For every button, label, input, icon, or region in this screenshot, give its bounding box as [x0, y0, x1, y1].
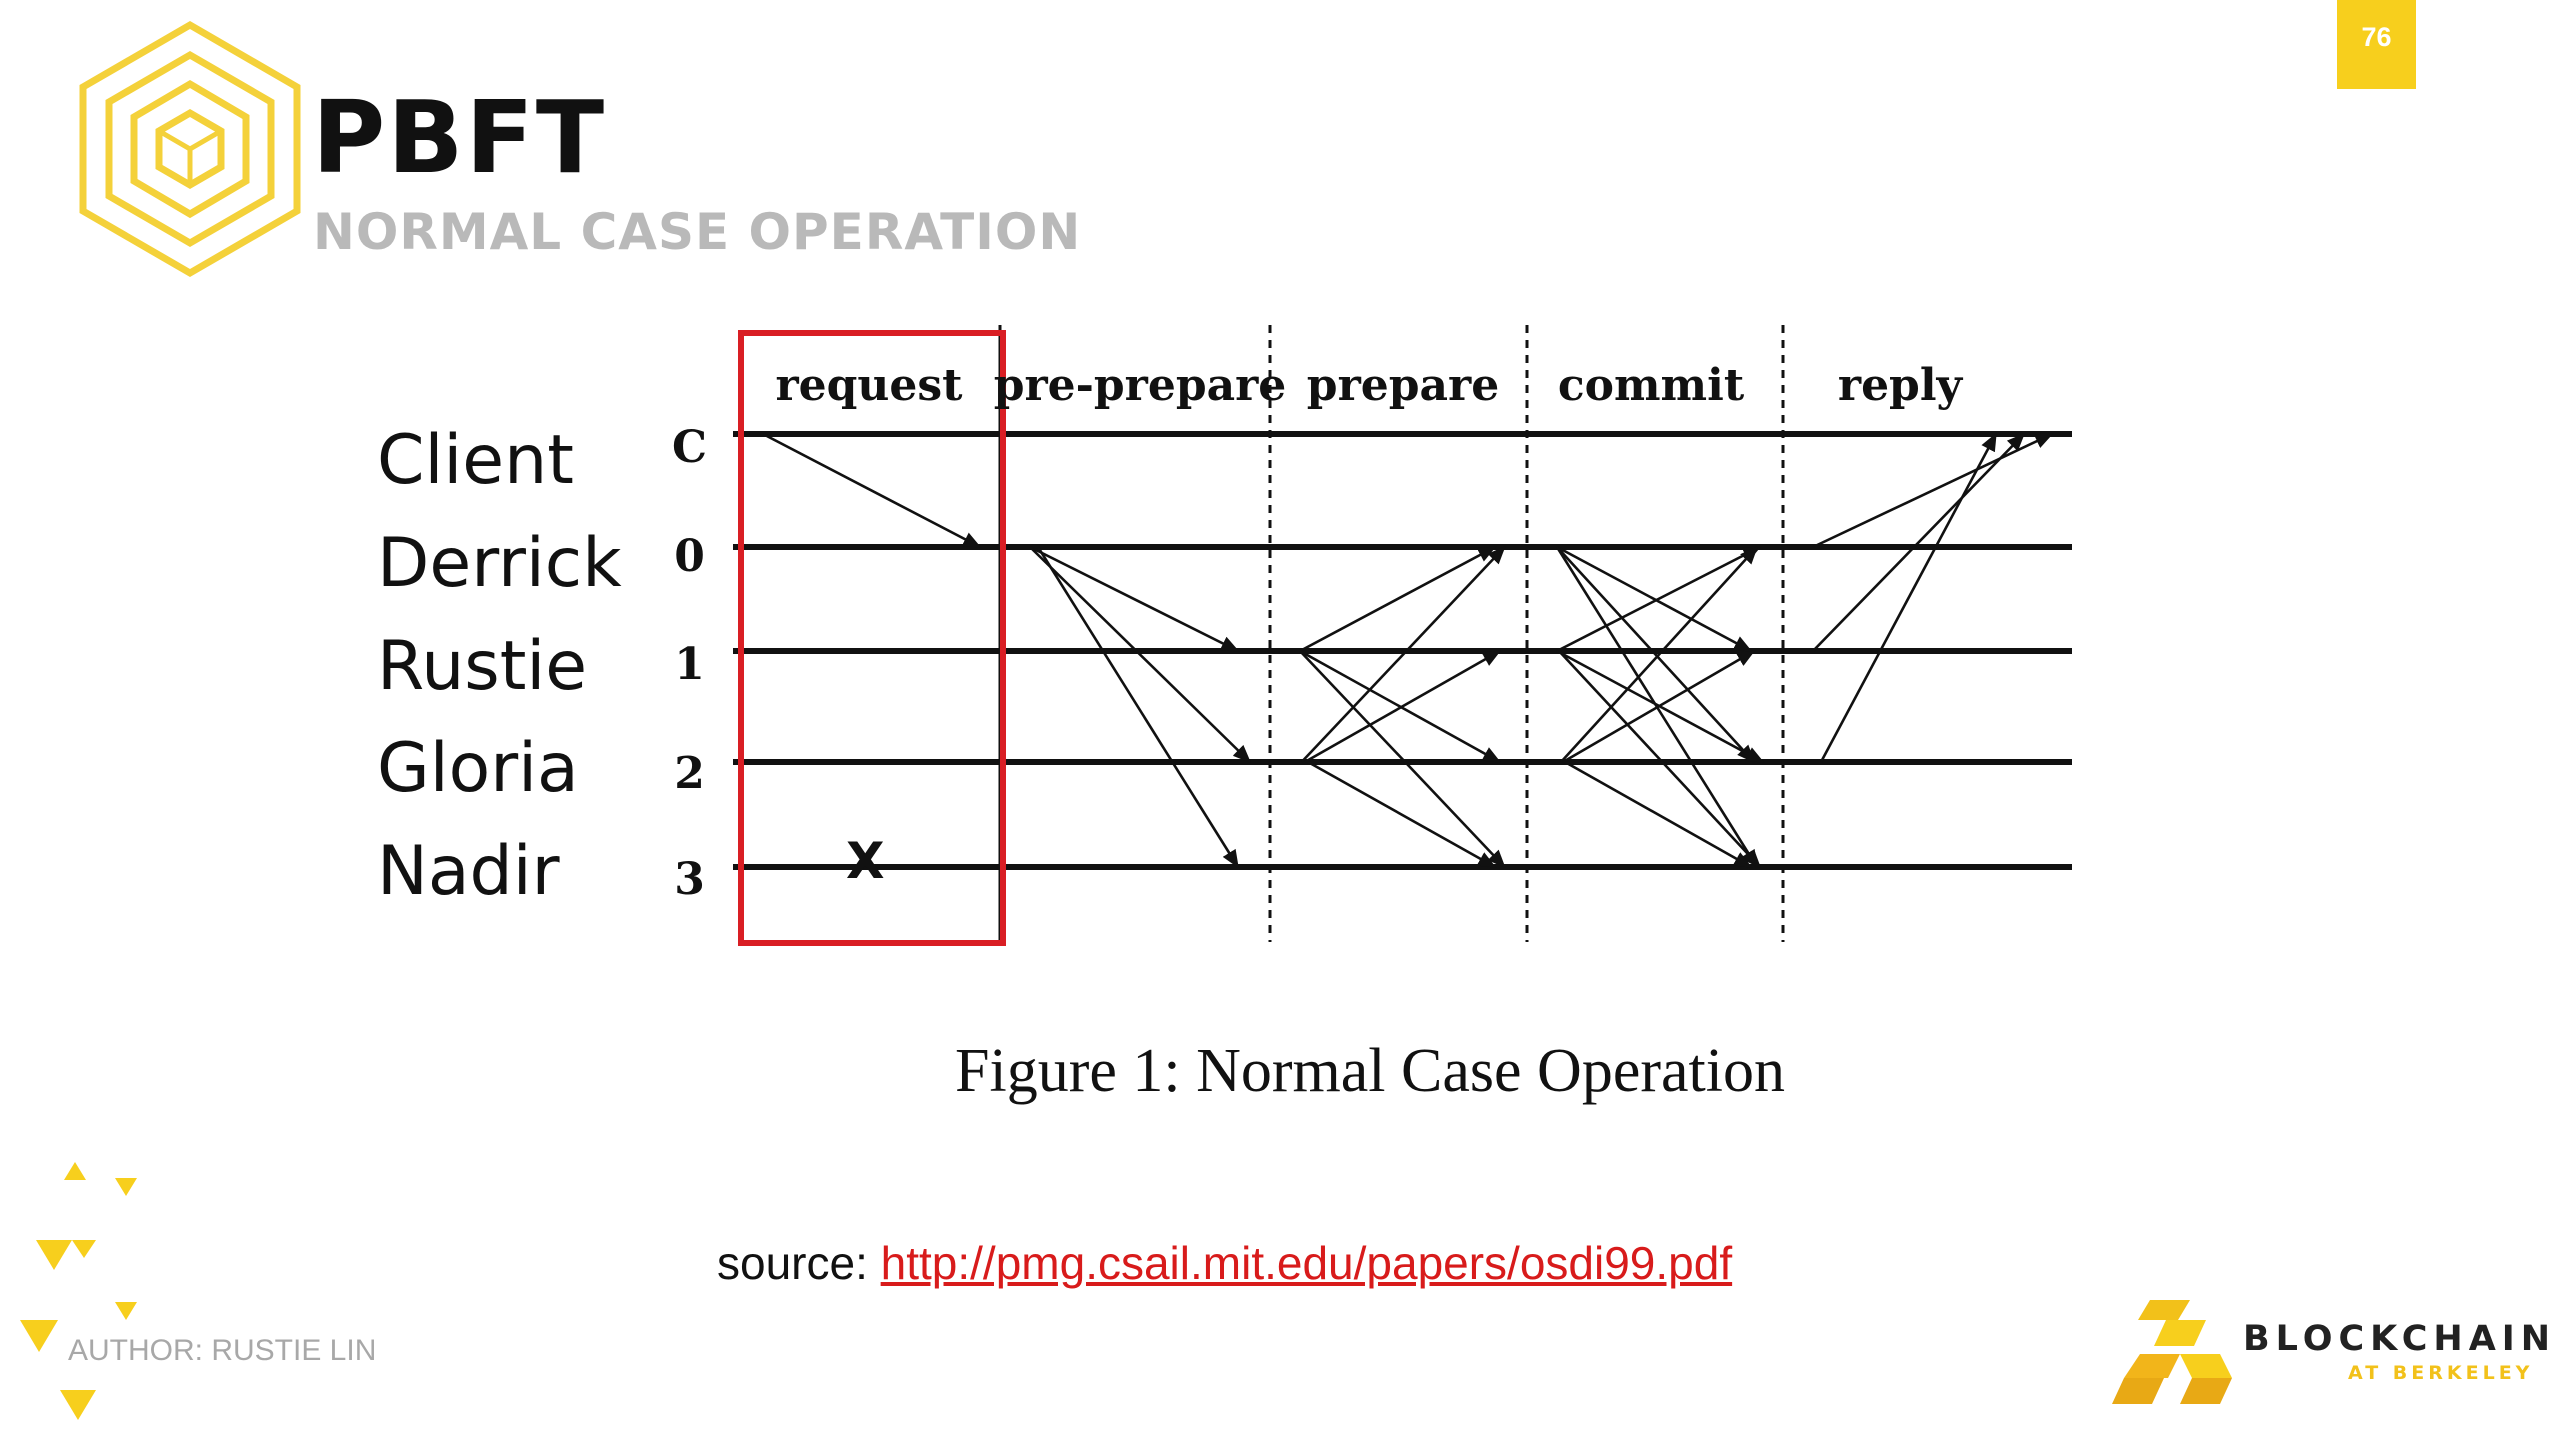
source-link[interactable]: http://pmg.csail.mit.edu/papers/osdi99.p…	[880, 1237, 1733, 1289]
source-prefix: source:	[717, 1237, 881, 1289]
participant-name-derrick: Derrick	[377, 524, 622, 603]
row-label-0: 0	[674, 531, 705, 582]
slide-subtitle: NORMAL CASE OPERATION	[313, 203, 1082, 261]
message-arrow-prepare	[1307, 760, 1497, 869]
message-diagram	[733, 325, 2072, 946]
row-label-c: C	[671, 422, 708, 473]
slide-title: PBFT	[312, 79, 607, 196]
message-arrow-pre-prepare	[1036, 546, 1240, 869]
slide-number: 76	[2361, 22, 2392, 52]
message-arrow-commit	[1564, 760, 1753, 869]
message-arrow-commit	[1556, 545, 1753, 653]
brand-subtitle: AT BERKELEY	[2348, 1362, 2534, 1384]
message-arrow-reply	[1812, 432, 2026, 652]
phase-label-prepare: prepare	[1306, 360, 1500, 411]
message-arrow-prepare	[1299, 650, 1506, 869]
row-label-2: 2	[674, 748, 705, 799]
author-credit: AUTHOR: RUSTIE LIN	[68, 1334, 377, 1367]
message-arrow-prepare	[1304, 649, 1502, 764]
source-line: source: http://pmg.csail.mit.edu/papers/…	[717, 1240, 1732, 1286]
participant-name-client: Client	[377, 421, 574, 500]
blockchain-at-berkeley-logo-icon	[2112, 1300, 2232, 1404]
participant-name-rustie: Rustie	[377, 627, 588, 706]
figure-caption: Figure 1: Normal Case Operation	[955, 1037, 1785, 1105]
message-arrow-commit	[1556, 546, 1756, 764]
participant-name-nadir: Nadir	[377, 832, 560, 911]
crash-mark: X	[846, 832, 885, 890]
message-arrow-prepare	[1300, 545, 1506, 763]
message-arrow-commit	[1560, 545, 1759, 763]
row-label-1: 1	[674, 639, 705, 690]
message-arrow-request	[762, 432, 982, 549]
slide-number-badge	[2337, 0, 2416, 89]
message-arrow-commit	[1558, 650, 1762, 869]
highlight-box-request	[738, 330, 1006, 946]
phase-label-commit: commit	[1557, 360, 1745, 411]
phase-label-reply: reply	[1837, 360, 1963, 411]
row-label-3: 3	[674, 854, 705, 905]
brand-name: BLOCKCHAIN	[2243, 1319, 2557, 1359]
message-arrow-pre-prepare	[1029, 546, 1252, 764]
message-arrow-commit	[1556, 545, 1762, 653]
message-arrow-commit	[1562, 649, 1756, 764]
message-arrow-pre-prepare	[1029, 545, 1240, 653]
phase-label-pre-prepare: pre-prepare	[993, 360, 1287, 411]
triangle-decoration-icon	[20, 1162, 137, 1420]
hexagon-cube-logo-icon	[79, 20, 301, 278]
message-arrow-prepare	[1299, 545, 1497, 653]
phase-label-request: request	[775, 360, 963, 411]
message-arrow-reply	[1812, 432, 2054, 549]
message-arrow-reply	[1819, 432, 1998, 763]
participant-name-gloria: Gloria	[377, 729, 579, 808]
